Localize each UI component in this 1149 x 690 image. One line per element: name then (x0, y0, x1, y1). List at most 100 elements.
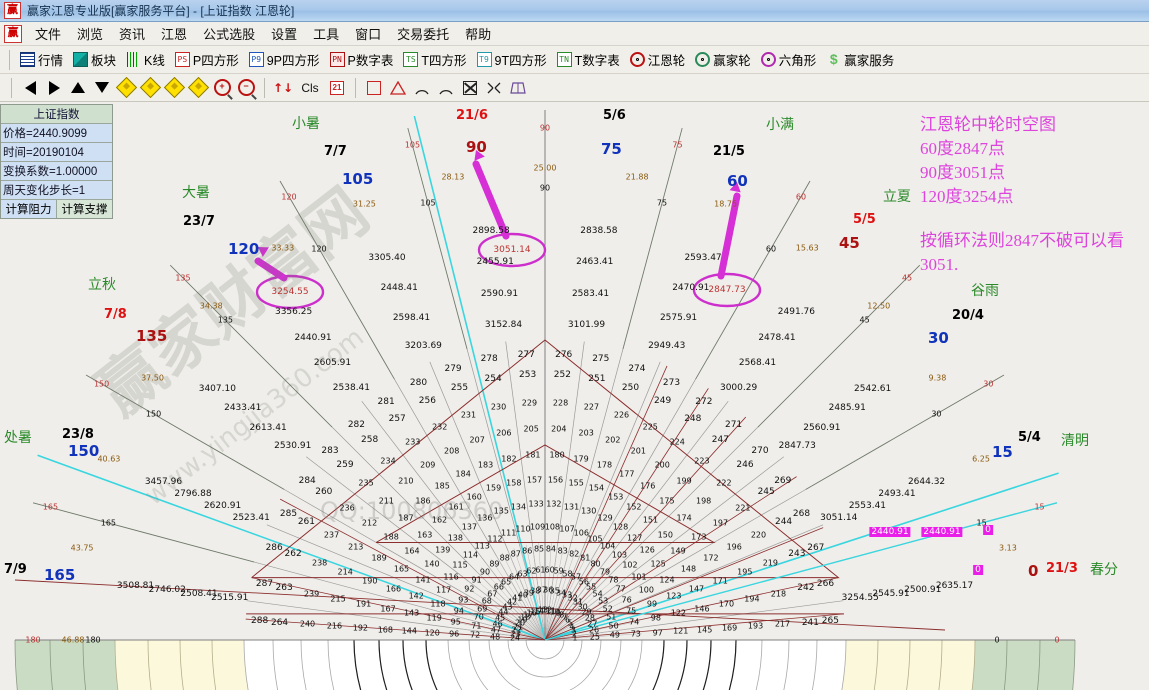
toolbar-button-t-square[interactable]: TS T四方形 (398, 48, 471, 71)
triangle-tool-button[interactable] (387, 77, 409, 99)
toolbar-button-9p-square[interactable]: P9 9P四方形 (244, 48, 325, 71)
candlestick-icon (126, 52, 142, 67)
arc-right-tool-button[interactable] (435, 77, 457, 99)
toolbar-label: P数字表 (347, 54, 394, 68)
menu-logo-icon: 赢 (4, 24, 22, 43)
date-5-6: 5/6 (603, 108, 626, 123)
toolbar-button-p-square[interactable]: PS P四方形 (170, 48, 244, 71)
calc-support-button[interactable]: 计算支撑 (57, 200, 112, 218)
arrow-down-button[interactable] (91, 77, 113, 99)
date-5-5: 5/5 (853, 212, 876, 227)
callout-arrow-3 (717, 182, 741, 280)
degree-105: 105 (342, 170, 374, 188)
menu-item-window[interactable]: 窗口 (355, 27, 382, 42)
toolbar-button-quotes[interactable]: 行情 (15, 48, 68, 71)
toolbar-label: K线 (144, 54, 165, 68)
gann-wheel-svg (14, 110, 1076, 690)
arc-right-tool-icon (439, 89, 453, 94)
diamond-right-button[interactable] (139, 76, 161, 99)
note-line-4: 120度3254点 (920, 187, 1014, 206)
rectangle-tool-icon (367, 80, 381, 95)
degree-75: 75 (601, 140, 622, 158)
degree-120: 120 (228, 240, 260, 258)
calc-resistance-button[interactable]: 计算阻力 (1, 200, 57, 218)
diamond-up-icon (163, 76, 185, 99)
menu-item-browse[interactable]: 浏览 (77, 27, 104, 42)
app-logo-icon: 赢 (4, 2, 21, 19)
crossed-box-tool-icon (463, 80, 477, 95)
toolbar-separator (355, 77, 356, 98)
trapezoid-tool-button[interactable] (507, 77, 529, 99)
dollar-icon: $ (829, 51, 838, 67)
menu-item-settings[interactable]: 设置 (271, 27, 298, 42)
window-titlebar: 赢 赢家江恩专业版[赢家服务平台] - [上证指数 江恩轮] (0, 0, 1149, 22)
solar-term-xiaoshu: 小暑 (292, 115, 320, 131)
arc-left-tool-icon (415, 89, 429, 94)
menu-item-trade[interactable]: 交易委托 (397, 27, 450, 42)
toolbar-button-winner-service[interactable]: $ 赢家服务 (821, 48, 899, 71)
date-7-9: 7/9 (4, 562, 27, 577)
arrow-left-icon (24, 80, 36, 95)
pn-box-icon: PN (329, 52, 345, 67)
degree-90: 90 (466, 138, 487, 156)
menu-item-help[interactable]: 帮助 (465, 27, 492, 42)
toolbar-button-9t-square[interactable]: T9 9T四方形 (472, 48, 552, 71)
star-cross-tool-button[interactable] (483, 77, 505, 99)
toolbar-button-kline[interactable]: K线 (121, 48, 170, 71)
sector-blocks-icon (73, 52, 89, 67)
toolbar-label: 赢家轮 (713, 54, 751, 68)
solar-term-xiaoman: 小满 (766, 116, 794, 132)
degree-150: 150 (68, 442, 100, 460)
crossed-box-tool-button[interactable] (459, 77, 481, 99)
diamond-left-icon (115, 76, 137, 99)
toolbar-button-sector[interactable]: 板块 (68, 48, 121, 71)
toolbar-separator (11, 77, 12, 98)
arc-left-tool-button[interactable] (411, 77, 433, 99)
menu-item-news[interactable]: 资讯 (119, 27, 146, 42)
degree-30: 30 (928, 329, 949, 347)
toolbar-button-hexagon[interactable]: 六角形 (756, 48, 822, 71)
info-panel-header: 上证指数 (1, 105, 112, 124)
zoom-out-button[interactable]: − (235, 77, 257, 99)
info-row-time: 时间=20190104 (1, 143, 112, 162)
arrow-up-button[interactable] (67, 77, 89, 99)
calendar-button[interactable]: 21 (326, 77, 348, 99)
cls-button[interactable]: Cls (296, 77, 324, 99)
menu-item-tools[interactable]: 工具 (313, 27, 340, 42)
solar-term-chushu: 处暑 (4, 429, 32, 445)
toolbar-button-winner-wheel[interactable]: 赢家轮 (690, 48, 756, 71)
zoom-in-button[interactable]: + (211, 77, 233, 99)
date-7-7: 7/7 (324, 144, 347, 159)
date-21-3: 21/3 (1046, 561, 1078, 576)
hexagon-icon (760, 52, 776, 67)
menu-item-gann[interactable]: 江恩 (161, 27, 188, 42)
date-21-6: 21/6 (456, 108, 488, 123)
date-5-4: 5/4 (1018, 430, 1041, 445)
date-21-5: 21/5 (713, 144, 745, 159)
info-row-price: 价格=2440.9099 (1, 124, 112, 143)
window-title: 赢家江恩专业版[赢家服务平台] - [上证指数 江恩轮] (27, 4, 295, 18)
menu-item-formula[interactable]: 公式选股 (203, 27, 256, 42)
menu-item-file[interactable]: 文件 (35, 27, 62, 42)
arrow-left-button[interactable] (19, 77, 41, 99)
degree-165: 165 (44, 566, 76, 584)
arrow-down-icon (95, 82, 109, 93)
rectangle-tool-button[interactable] (363, 77, 385, 99)
gann-wheel-chart[interactable]: 赢家财富网 www.yingjia360.com QQ:100806360 上证… (0, 102, 1149, 690)
vertical-scale-button[interactable]: ↑↓ (272, 77, 294, 99)
solar-term-liqiu: 立秋 (88, 276, 116, 292)
diamond-down-button[interactable] (187, 76, 209, 99)
note-line-1: 江恩轮中轮时空图 (920, 115, 1056, 134)
arrow-right-button[interactable] (43, 77, 65, 99)
diamond-down-icon (187, 76, 209, 99)
toolbar-button-p-number-table[interactable]: PN P数字表 (325, 48, 399, 71)
toolbar-button-gann-wheel[interactable]: 江恩轮 (625, 48, 691, 71)
toolbar-label: P四方形 (192, 54, 239, 68)
diamond-up-button[interactable] (163, 76, 185, 99)
calendar-icon: 21 (330, 80, 344, 95)
diamond-left-button[interactable] (115, 76, 137, 99)
diamond-right-icon (139, 76, 161, 99)
degree-45: 45 (839, 234, 860, 252)
toolbar-button-t-number-table[interactable]: TN T数字表 (552, 48, 625, 71)
tn-box-icon: TN (556, 52, 572, 67)
